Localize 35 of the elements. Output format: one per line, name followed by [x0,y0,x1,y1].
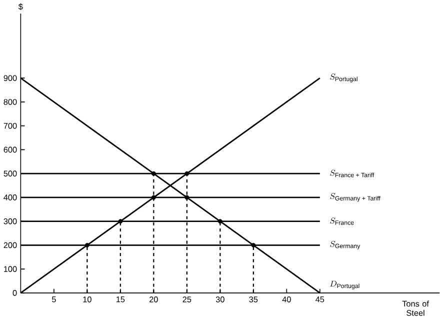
x-axis-title: Tons of Steel [402,300,429,316]
y-tick-label: 800 [4,98,17,105]
y-tick-label: 700 [4,122,17,129]
x-tick-label: 25 [182,296,192,302]
point [184,195,190,200]
x-tick-label: 35 [249,296,258,302]
y-tick-label: 200 [4,242,17,248]
point [251,242,256,248]
point [151,171,156,176]
x-tick-label: 10 [83,296,92,302]
x-tick-label: 30 [216,296,224,302]
x-tick-label: 40 [282,296,291,302]
y-tick-label: 500 [4,170,17,176]
series-label: $S_{\text{France}}$ [330,217,354,225]
legend-label: $D_{\text{Portugal}}$ [330,280,360,290]
series-label: $S_{\text{Germany + Tariff}}$ [330,192,380,202]
x-tick-label: 45 [316,296,324,302]
point [151,195,156,200]
y-tick-label: 400 [4,194,17,200]
y-tick-label: 0 [12,290,17,296]
y-tick-label: 600 [4,146,17,152]
y-tick-label: 300 [4,218,17,224]
y-tick-label: 900 [4,75,17,81]
point [218,218,222,224]
series-label: $S_{\text{France + Tariff}}$ [330,170,374,178]
series-label: $S_{\text{Germany}}$ [330,240,360,250]
y-axis-title: $ [18,3,23,10]
series-label: $S_{\text{Portugal}}$ [330,74,358,82]
y-tick-label: 100 [4,266,17,272]
point [118,218,123,224]
x-tick-label: 20 [150,296,158,302]
point [84,242,90,248]
point [184,171,190,176]
x-tick-label: 15 [116,296,125,302]
x-tick-label: 5 [52,296,56,302]
